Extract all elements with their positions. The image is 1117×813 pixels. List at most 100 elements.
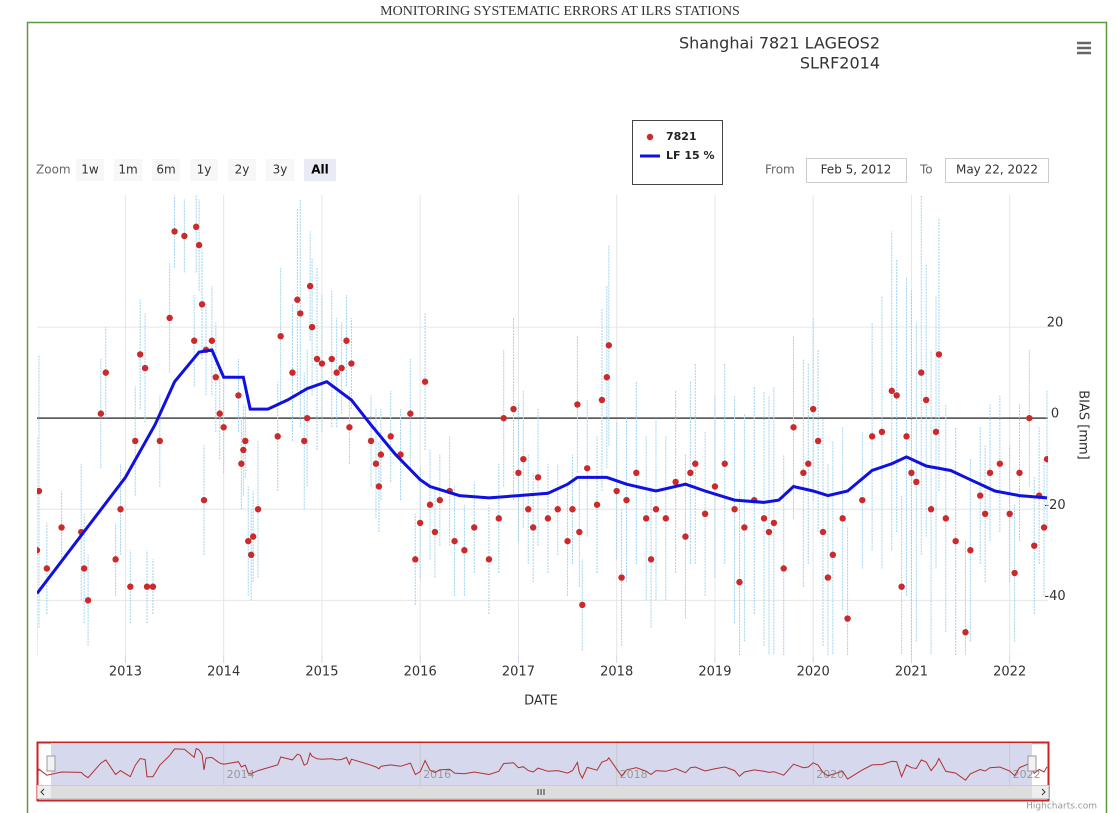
data-point bbox=[574, 401, 581, 408]
data-point bbox=[141, 364, 149, 372]
legend-box bbox=[632, 120, 723, 185]
legend-label[interactable]: 7821 bbox=[666, 130, 697, 143]
data-point bbox=[112, 556, 119, 563]
data-point bbox=[800, 469, 807, 477]
data-point bbox=[471, 524, 478, 531]
data-point bbox=[43, 565, 51, 572]
data-point bbox=[301, 437, 308, 445]
zoom-button[interactable] bbox=[228, 159, 256, 181]
data-point bbox=[1043, 455, 1048, 463]
data-point bbox=[149, 583, 157, 590]
data-point bbox=[642, 515, 650, 522]
data-point bbox=[191, 337, 198, 344]
page-header: MONITORING SYSTEMATIC ERRORS AT ILRS STA… bbox=[380, 4, 740, 19]
x-tick-label: 2016 bbox=[404, 665, 437, 680]
legend-label[interactable]: LF 15 % bbox=[666, 149, 715, 162]
data-point bbox=[903, 433, 910, 440]
zoom-button[interactable] bbox=[114, 159, 142, 181]
zoom-button-label: 6m bbox=[156, 163, 175, 177]
data-point bbox=[348, 360, 355, 367]
navigator-handle[interactable] bbox=[46, 755, 56, 772]
from-input[interactable] bbox=[806, 158, 907, 183]
data-point bbox=[932, 428, 940, 436]
x-tick-label: 2013 bbox=[109, 665, 142, 680]
data-point bbox=[136, 351, 144, 358]
data-point bbox=[328, 355, 335, 363]
data-point bbox=[80, 565, 88, 572]
data-point bbox=[913, 478, 920, 486]
data-point bbox=[247, 551, 255, 559]
data-point bbox=[760, 515, 768, 522]
scrollbar-arrows[interactable] bbox=[40, 788, 1046, 796]
data-point bbox=[426, 501, 434, 508]
data-point bbox=[171, 228, 178, 235]
menu-button[interactable] bbox=[1072, 36, 1098, 60]
data-point bbox=[824, 574, 832, 581]
zoom-button[interactable] bbox=[266, 159, 294, 181]
chart-subtitle: SLRF2014 bbox=[800, 54, 880, 73]
zoom-button[interactable] bbox=[190, 159, 218, 181]
data-point bbox=[274, 433, 281, 440]
data-point bbox=[878, 428, 886, 436]
data-point bbox=[672, 478, 679, 486]
data-point bbox=[249, 533, 257, 540]
x-tick-label: 2015 bbox=[305, 665, 338, 680]
credit[interactable]: Highcharts.com bbox=[1026, 802, 1097, 812]
navigator-mask[interactable] bbox=[51, 743, 1032, 786]
y-tick-label: 0 bbox=[1051, 407, 1059, 422]
data-point bbox=[967, 547, 974, 554]
zoom-button[interactable] bbox=[304, 159, 336, 181]
data-point bbox=[333, 369, 340, 376]
data-point bbox=[927, 506, 935, 513]
chart-frame bbox=[26, 21, 1108, 813]
navigator-handle[interactable] bbox=[1027, 755, 1037, 772]
data-point bbox=[741, 524, 748, 531]
navigator-tick-label: 2018 bbox=[620, 768, 648, 781]
data-point bbox=[416, 519, 424, 527]
to-input[interactable] bbox=[945, 158, 1049, 183]
data-point bbox=[554, 506, 561, 513]
data-point bbox=[216, 410, 223, 417]
zoom-label: Zoom bbox=[36, 163, 71, 177]
data-point bbox=[647, 556, 655, 563]
data-point bbox=[240, 446, 247, 454]
zoom-button[interactable] bbox=[76, 159, 104, 181]
data-point bbox=[192, 223, 200, 231]
data-point bbox=[981, 510, 989, 518]
data-point bbox=[375, 483, 383, 490]
zoom-button-label: 2y bbox=[235, 163, 250, 177]
data-point bbox=[220, 424, 227, 431]
data-point bbox=[436, 496, 444, 504]
data-point bbox=[166, 314, 173, 322]
data-point bbox=[387, 433, 394, 440]
data-point bbox=[238, 460, 245, 467]
data-point bbox=[294, 296, 301, 303]
data-point bbox=[500, 414, 507, 422]
data-point bbox=[1011, 569, 1018, 577]
data-point bbox=[996, 460, 1004, 467]
data-point bbox=[618, 574, 625, 581]
data-point bbox=[367, 437, 375, 445]
data-point bbox=[1016, 469, 1023, 477]
data-point bbox=[1031, 542, 1038, 549]
data-point bbox=[313, 355, 321, 363]
data-point bbox=[431, 528, 439, 536]
data-point bbox=[613, 487, 620, 495]
data-point bbox=[844, 615, 851, 622]
y-tick-label: -40 bbox=[1044, 589, 1065, 604]
zoom-button[interactable] bbox=[152, 159, 180, 181]
data-point bbox=[819, 528, 827, 536]
data-point bbox=[372, 460, 380, 467]
data-point bbox=[692, 460, 699, 467]
data-point bbox=[242, 437, 249, 445]
data-point bbox=[127, 583, 134, 590]
data-point bbox=[534, 474, 542, 481]
data-point bbox=[37, 547, 41, 554]
data-point bbox=[888, 387, 895, 395]
data-point bbox=[593, 501, 601, 508]
data-point bbox=[1040, 524, 1048, 531]
data-point bbox=[529, 524, 537, 531]
navigator-tick-label: 2014 bbox=[227, 768, 255, 781]
x-axis-title: DATE bbox=[524, 694, 558, 709]
data-point bbox=[277, 332, 284, 340]
